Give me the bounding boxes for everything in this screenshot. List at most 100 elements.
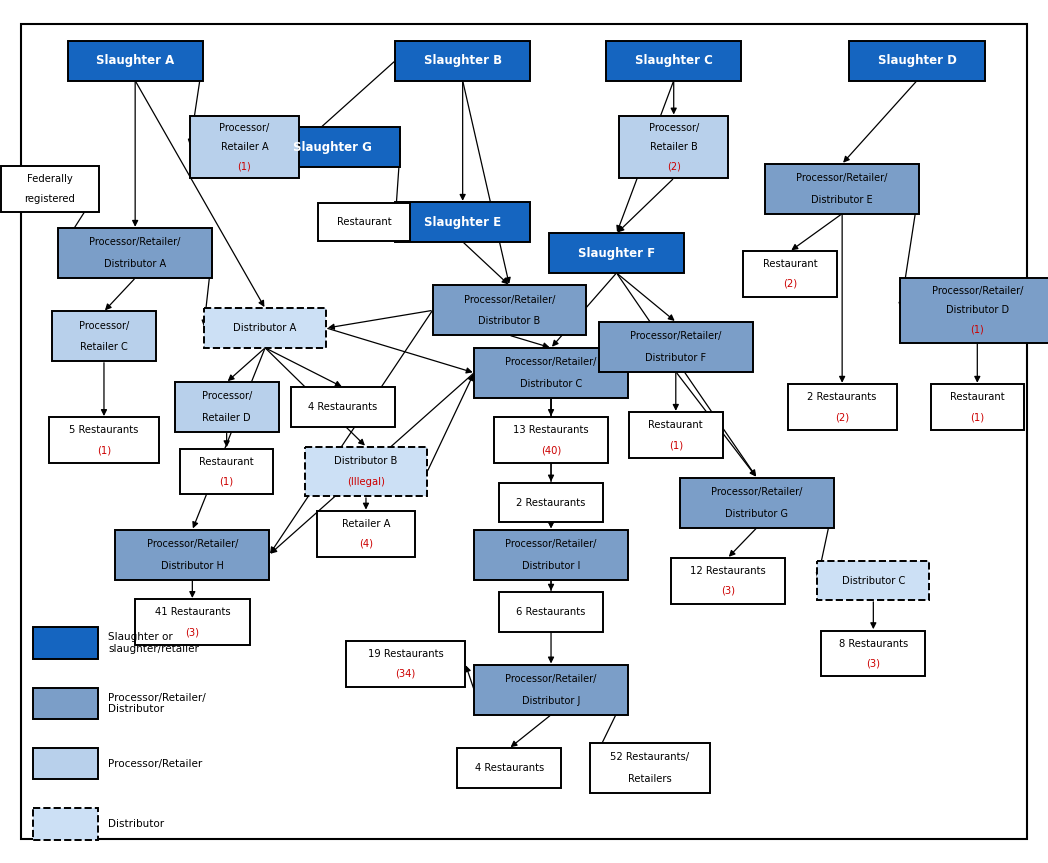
FancyBboxPatch shape (765, 164, 919, 214)
FancyBboxPatch shape (34, 809, 97, 840)
FancyBboxPatch shape (494, 418, 608, 463)
FancyBboxPatch shape (346, 641, 465, 687)
Text: Distributor B: Distributor B (334, 456, 397, 466)
FancyBboxPatch shape (34, 688, 97, 719)
Text: Restaurant: Restaurant (336, 217, 391, 227)
FancyBboxPatch shape (395, 41, 530, 80)
Text: (2): (2) (783, 279, 798, 289)
FancyBboxPatch shape (59, 228, 212, 278)
Text: Processor/Retailer/: Processor/Retailer/ (505, 674, 596, 684)
Text: (1): (1) (220, 476, 234, 487)
Text: 2 Restaurants: 2 Restaurants (807, 392, 877, 402)
Text: Distributor C: Distributor C (520, 379, 582, 388)
Text: Processor/: Processor/ (79, 320, 129, 331)
Text: (40): (40) (541, 445, 561, 456)
Text: Retailers: Retailers (628, 774, 672, 784)
FancyBboxPatch shape (671, 557, 785, 603)
Text: Processor/Retailer/: Processor/Retailer/ (505, 539, 596, 549)
FancyBboxPatch shape (316, 511, 415, 557)
Text: Slaughter A: Slaughter A (96, 54, 174, 67)
Text: Distributor B: Distributor B (478, 316, 541, 326)
Text: 8 Restaurants: 8 Restaurants (838, 639, 908, 648)
Text: Processor/Retailer/: Processor/Retailer/ (505, 357, 596, 367)
FancyBboxPatch shape (850, 41, 984, 80)
Text: (Illegal): (Illegal) (347, 477, 385, 488)
Text: (1): (1) (970, 412, 984, 422)
Text: Restaurant: Restaurant (649, 420, 703, 430)
Text: Retailer A: Retailer A (220, 142, 268, 152)
Text: Distributor H: Distributor H (161, 561, 224, 570)
FancyBboxPatch shape (180, 449, 274, 494)
Text: (1): (1) (96, 445, 111, 456)
Text: Distributor A: Distributor A (104, 259, 167, 269)
FancyBboxPatch shape (190, 116, 299, 179)
Text: Processor/Retailer/: Processor/Retailer/ (147, 539, 238, 549)
FancyBboxPatch shape (305, 446, 428, 496)
Text: Distributor J: Distributor J (522, 696, 581, 706)
Text: 4 Restaurants: 4 Restaurants (475, 763, 544, 773)
Text: Distributor I: Distributor I (522, 561, 581, 570)
FancyBboxPatch shape (265, 128, 400, 167)
FancyBboxPatch shape (619, 116, 728, 179)
Text: (3): (3) (721, 586, 735, 595)
FancyBboxPatch shape (175, 382, 279, 432)
FancyBboxPatch shape (135, 600, 249, 646)
FancyBboxPatch shape (822, 631, 925, 677)
FancyBboxPatch shape (606, 41, 741, 80)
Text: (2): (2) (835, 412, 849, 422)
FancyBboxPatch shape (395, 202, 530, 242)
Text: (3): (3) (867, 658, 880, 669)
FancyBboxPatch shape (817, 561, 930, 601)
Text: Slaughter or
slaughter/retailer: Slaughter or slaughter/retailer (108, 633, 199, 654)
Text: Federally: Federally (27, 173, 72, 184)
Text: 4 Restaurants: 4 Restaurants (308, 402, 377, 412)
Text: Slaughter B: Slaughter B (423, 54, 502, 67)
Text: Slaughter E: Slaughter E (424, 216, 501, 229)
Text: Processor/Retailer/: Processor/Retailer/ (630, 331, 721, 341)
Text: Processor/Retailer/: Processor/Retailer/ (464, 294, 555, 305)
FancyBboxPatch shape (34, 627, 97, 658)
FancyBboxPatch shape (21, 24, 1027, 839)
Text: Distributor E: Distributor E (811, 194, 873, 205)
Text: 2 Restaurants: 2 Restaurants (517, 498, 586, 507)
FancyBboxPatch shape (433, 286, 587, 336)
Text: 41 Restaurants: 41 Restaurants (154, 608, 231, 617)
Text: Processor/: Processor/ (219, 123, 269, 133)
Text: (4): (4) (359, 539, 373, 549)
FancyBboxPatch shape (34, 748, 97, 779)
Text: Processor/Retailer/: Processor/Retailer/ (89, 237, 181, 248)
Text: (2): (2) (667, 161, 680, 171)
FancyBboxPatch shape (931, 384, 1024, 430)
FancyBboxPatch shape (203, 308, 327, 348)
Text: Distributor A: Distributor A (234, 323, 297, 333)
FancyBboxPatch shape (49, 418, 158, 463)
FancyBboxPatch shape (598, 322, 752, 372)
FancyBboxPatch shape (474, 665, 628, 715)
FancyBboxPatch shape (319, 204, 410, 241)
Text: Processor/Retailer: Processor/Retailer (108, 759, 202, 769)
Text: Slaughter G: Slaughter G (293, 141, 372, 154)
Text: Restaurant: Restaurant (199, 457, 254, 467)
Text: (1): (1) (238, 161, 252, 171)
FancyBboxPatch shape (67, 41, 202, 80)
FancyBboxPatch shape (0, 166, 100, 211)
FancyBboxPatch shape (115, 530, 269, 580)
FancyBboxPatch shape (900, 278, 1048, 343)
Text: Processor/: Processor/ (201, 391, 252, 401)
Text: Retailer A: Retailer A (342, 519, 390, 529)
Text: Retailer B: Retailer B (650, 142, 698, 152)
FancyBboxPatch shape (629, 413, 722, 458)
Text: (3): (3) (185, 627, 199, 637)
Text: Distributor D: Distributor D (945, 306, 1009, 315)
Text: 13 Restaurants: 13 Restaurants (514, 425, 589, 436)
FancyBboxPatch shape (458, 748, 562, 788)
Text: 19 Restaurants: 19 Restaurants (368, 649, 443, 659)
Text: Distributor G: Distributor G (725, 508, 788, 519)
Text: 12 Restaurants: 12 Restaurants (690, 566, 766, 576)
FancyBboxPatch shape (499, 483, 603, 522)
Text: Processor/Retailer/
Distributor: Processor/Retailer/ Distributor (108, 693, 205, 715)
FancyBboxPatch shape (743, 251, 837, 297)
Text: Distributor: Distributor (108, 819, 165, 829)
Text: registered: registered (24, 193, 75, 204)
Text: 52 Restaurants/: 52 Restaurants/ (610, 752, 690, 762)
